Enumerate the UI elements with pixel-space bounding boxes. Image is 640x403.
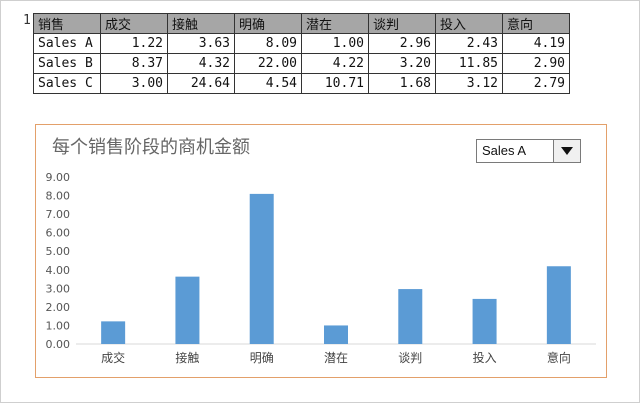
y-tick-label: 0.00 [46, 338, 71, 351]
header-cell[interactable]: 成交 [100, 13, 168, 34]
table-cell[interactable]: 11.85 [435, 53, 503, 74]
table-cell[interactable]: 4.22 [301, 53, 369, 74]
sales-dropdown[interactable]: Sales A [476, 139, 581, 163]
bar-chart: 0.00 1.00 2.00 3.00 4.00 5.00 6.00 7.00 8.00 9.00… [46, 171, 596, 365]
table-row: Sales B 8.37 4.32 22.00 4.22 3.20 11.85 … [33, 53, 570, 74]
bar[interactable] [249, 193, 274, 344]
table-row: Sales C 3.00 24.64 4.54 10.71 1.68 3.12 … [33, 73, 570, 94]
table-cell[interactable]: 1.22 [100, 33, 168, 54]
table-cell[interactable]: 10.71 [301, 73, 369, 94]
table-cell[interactable]: 2.90 [502, 53, 570, 74]
table-cell[interactable]: Sales A [33, 33, 101, 54]
header-cell[interactable]: 谈判 [368, 13, 436, 34]
y-tick-label: 3.00 [46, 282, 71, 295]
header-cell[interactable]: 意向 [502, 13, 570, 34]
y-tick-label: 5.00 [46, 245, 71, 258]
header-row: 销售 成交 接触 明确 潜在 谈判 投入 意向 [33, 13, 570, 34]
table-cell[interactable]: 2.96 [368, 33, 436, 54]
y-tick-label: 4.00 [46, 264, 71, 277]
triangle-down-icon [561, 147, 573, 155]
table-row: Sales A 1.22 3.63 8.09 1.00 2.96 2.43 4.… [33, 33, 570, 54]
header-cell[interactable]: 接触 [167, 13, 235, 34]
table-cell[interactable]: 4.32 [167, 53, 235, 74]
table-cell[interactable]: 2.79 [502, 73, 570, 94]
y-tick-label: 8.00 [46, 190, 71, 203]
bar[interactable] [324, 325, 348, 344]
header-cell[interactable]: 投入 [435, 13, 503, 34]
table-cell[interactable]: 4.19 [502, 33, 570, 54]
bar[interactable] [101, 321, 126, 344]
table-cell[interactable]: Sales B [33, 53, 101, 74]
table-cell[interactable]: Sales C [33, 73, 101, 94]
table-cell[interactable]: 1.68 [368, 73, 436, 94]
header-cell[interactable]: 明确 [234, 13, 302, 34]
chart-object[interactable]: 每个销售阶段的商机金额 Sales A 0.00 1.00 2.00 3.00 4.00… [35, 124, 607, 378]
dropdown-button[interactable] [553, 140, 580, 162]
bar[interactable] [398, 289, 423, 344]
table-cell[interactable]: 3.20 [368, 53, 436, 74]
x-tick-label: 成交 [101, 350, 125, 365]
x-tick-label: 谈判 [398, 351, 422, 365]
table-cell[interactable]: 2.43 [435, 33, 503, 54]
x-tick-label: 投入 [473, 350, 497, 365]
table-cell[interactable]: 22.00 [234, 53, 302, 74]
bar[interactable] [472, 298, 497, 344]
table-cell[interactable]: 4.54 [234, 73, 302, 94]
x-tick-label: 潜在 [324, 351, 348, 365]
table-cell[interactable]: 3.12 [435, 73, 503, 94]
header-cell[interactable]: 潜在 [301, 13, 369, 34]
table-cell[interactable]: 3.63 [167, 33, 235, 54]
table-cell[interactable]: 8.09 [234, 33, 302, 54]
row-number: 1 [23, 13, 31, 28]
table-cell[interactable]: 1.00 [301, 33, 369, 54]
y-tick-label: 6.00 [46, 227, 71, 240]
data-table: 销售 成交 接触 明确 潜在 谈判 投入 意向 Sales A 1.22 3.6… [33, 13, 570, 94]
bar[interactable] [546, 266, 571, 344]
header-cell[interactable]: 销售 [33, 13, 101, 34]
bar[interactable] [175, 276, 200, 344]
x-tick-label: 接触 [175, 350, 199, 365]
x-tick-label: 明确 [250, 351, 274, 365]
table-cell[interactable]: 24.64 [167, 73, 235, 94]
table-cell[interactable]: 8.37 [100, 53, 168, 74]
y-tick-label: 1.00 [46, 319, 71, 332]
chart-title: 每个销售阶段的商机金额 [52, 137, 250, 158]
dropdown-value: Sales A [482, 143, 527, 158]
y-tick-label: 7.00 [46, 208, 71, 221]
y-tick-label: 2.00 [46, 301, 71, 314]
x-tick-label: 意向 [547, 350, 571, 365]
y-tick-label: 9.00 [46, 171, 71, 184]
table-cell[interactable]: 3.00 [100, 73, 168, 94]
